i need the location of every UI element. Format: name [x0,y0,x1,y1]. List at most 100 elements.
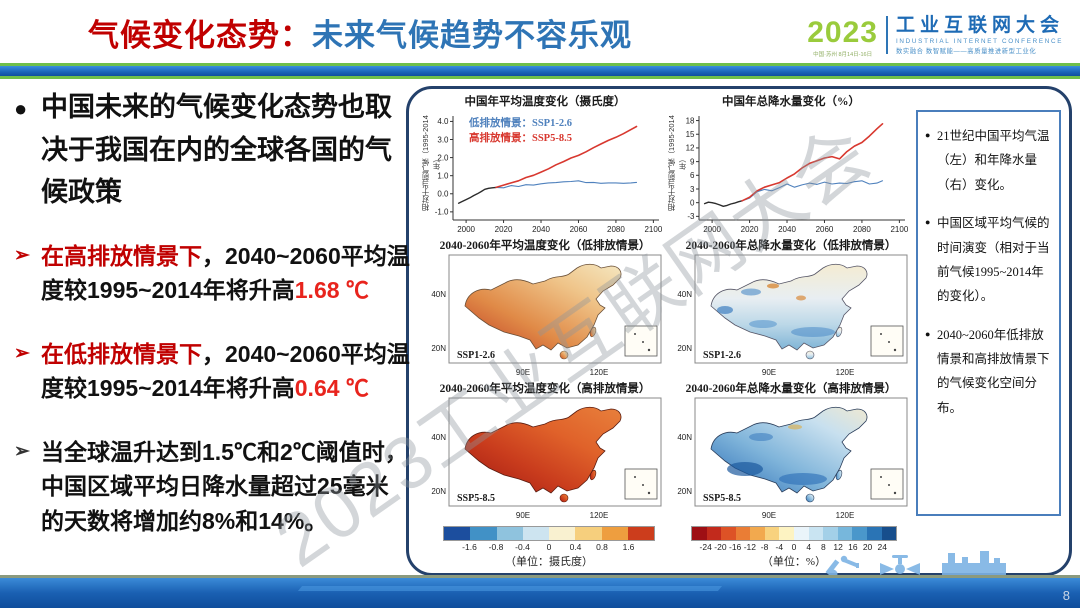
svg-text:2020: 2020 [741,225,759,234]
logo-name-cn: 工业互联网大会 [895,15,1064,36]
conference-logo: 2023 中国·苏州 8月14日-16日 工业互联网大会 INDUSTRIAL … [807,12,1064,58]
logo-year-caption: 中国·苏州 8月14日-16日 [813,52,873,58]
bullet-item: ➢ 在高排放情景下，2040~2060平均温度较1995~2014年将升高1.68… [14,239,410,308]
svg-text:20N: 20N [677,344,692,353]
map-title: 2040-2060年总降水量变化（低排放情景） [685,240,897,252]
svg-text:2020: 2020 [495,225,513,234]
svg-text:15: 15 [686,130,695,139]
svg-text:SSP1-2.6: SSP1-2.6 [703,350,741,361]
bullet-marker: ➢ [14,440,30,462]
svg-text:20N: 20N [431,344,446,353]
svg-text:12: 12 [686,144,695,153]
chart-temperature-trend: 中国年平均温度变化（摄氏度） 相对于当前气候（1995-2014年） -1.0 0… [421,95,667,237]
chart-ylabel: 相对于当前气候（1995-2014年） [667,115,687,211]
bullet-text: 在高排放情景下，2040~2060平均温度较1995~2014年将升高1.68 … [41,242,410,304]
map-precip-low-emission: 2040-2060年总降水量变化（低排放情景） 40N 20N 90E 120E [669,239,913,379]
svg-text:3: 3 [690,185,695,194]
bullet-item: ➢ 在低排放情景下，2040~2060平均温度较1995~2014年将升高0.64… [14,337,410,406]
svg-text:2000: 2000 [703,225,721,234]
svg-text:120E: 120E [836,511,855,520]
colorbar-temperature: -1.6 -0.8 -0.4 0 0.4 0.8 1.6 （单位：摄氏度） [443,526,655,568]
chart-title: 中国年总降水量变化（%） [722,96,860,108]
svg-text:2100: 2100 [890,225,908,234]
colorbar-unit: （单位：%） [761,556,827,568]
svg-text:0: 0 [690,198,695,207]
china-map-svg: 40N 20N 90E 120E SSP5-8.5 [677,397,908,520]
svg-text:90E: 90E [762,368,776,377]
svg-text:120E: 120E [590,511,609,520]
svg-text:40N: 40N [677,290,692,299]
chart-title: 中国年平均温度变化（摄氏度） [464,96,626,108]
svg-text:SSP5-8.5: SSP5-8.5 [703,493,741,504]
left-bullet-list: ● 中国未来的气候变化态势也取决于我国在内的全球各国的气候政策 ➢ 在高排放情景下，2… [14,86,410,538]
note-item: ● 2040~2060年低排放情景和高排放情景下的气候变化空间分布。 [925,327,1050,415]
bullet-text: 当全球温升达到1.5℃和2℃阈值时，中国区域平均日降水量超过25毫米的天数将增加… [41,438,408,534]
page-number: 8 [1062,588,1070,603]
header-separator [0,63,1080,79]
svg-text:90E: 90E [762,511,776,520]
map-title: 2040-2060年平均温度变化（高排放情景） [439,383,651,395]
chart-ylabel: 相对于当前气候（1995-2014年） [421,115,441,211]
svg-text:2100: 2100 [644,225,662,234]
colorbar-labels: -1.6 -0.8 -0.4 0 0.4 0.8 1.6 [462,542,635,552]
logo-name-en: INDUSTRIAL INTERNET CONFERENCE [895,37,1064,45]
china-outline [464,406,622,503]
svg-text:120E: 120E [836,368,855,377]
footer-streak [297,586,723,591]
separator-blue-bar [0,66,1080,76]
bullet-item: ● 中国未来的气候变化态势也取决于我国在内的全球各国的气候政策 [14,86,410,214]
map-precip-high-emission: 2040-2060年总降水量变化（高排放情景） 40N 20N 90E 120E [669,382,913,522]
line-chart-svg: -3 0 3 6 9 12 15 18 2000 2020 2040 2060 2080 2100 [686,116,909,234]
map-temp-low-emission: 2040-2060年平均温度变化（低排放情景） 40N 20N 90E 120E… [423,239,667,379]
logo-year-block: 2023 中国·苏州 8月14日-16日 [807,18,878,59]
bullet-marker: ➢ [14,244,30,266]
svg-text:2040: 2040 [532,225,550,234]
bullet-marker: ➢ [14,342,30,364]
notes-list: ● 21世纪中国平均气温（左）和年降水量（右）变化。 ● 中国区域平均气候的时间演变（… [925,124,1052,420]
china-outline [710,263,868,360]
svg-text:2080: 2080 [607,225,625,234]
svg-text:-1.0: -1.0 [435,208,449,217]
legend-item: 低排放情景：SSP1-2.6 [469,118,572,129]
map-title: 2040-2060年平均温度变化（低排放情景） [439,240,651,252]
svg-text:SSP5-8.5: SSP5-8.5 [457,493,495,504]
separator-green-top [0,63,1080,66]
svg-text:SSP1-2.6: SSP1-2.6 [457,350,495,361]
svg-text:2000: 2000 [457,225,475,234]
svg-text:40N: 40N [431,433,446,442]
chart-precipitation-trend: 中国年总降水量变化（%） 相对于当前气候（1995-2014年） -3 0 3 6 9 1… [667,95,913,237]
separator-green-bottom [0,76,1080,79]
line-chart-svg: -1.0 0.0 1.0 2.0 3.0 4.0 2000 2020 2040 2060 2080 2… [435,116,663,234]
china-outline [710,406,868,503]
page-title: 气候变化态势：未来气候趋势不容乐观 [88,10,632,55]
svg-text:120E: 120E [590,368,609,377]
svg-text:2040: 2040 [778,225,796,234]
logo-text-block: 工业互联网大会 INDUSTRIAL INTERNET CONFERENCE 数… [895,15,1064,55]
svg-text:9: 9 [690,157,695,166]
svg-text:18: 18 [686,116,695,125]
note-item: ● 21世纪中国平均气温（左）和年降水量（右）变化。 [925,129,1050,192]
svg-text:2060: 2060 [816,225,834,234]
china-outline [464,263,622,360]
svg-text:0.0: 0.0 [437,190,449,199]
svg-text:1.0: 1.0 [437,171,449,180]
svg-text:20N: 20N [677,487,692,496]
svg-text:3.0: 3.0 [437,135,449,144]
note-item: ● 中国区域平均气候的时间演变（相对于当前气候1995~2014年的变化）。 [925,216,1050,304]
colorbar-cells [691,526,897,541]
figure-panel: 中国年平均温度变化（摄氏度） 相对于当前气候（1995-2014年） -1.0 0… [406,86,1072,576]
bullet-item: ➢ 当全球温升达到1.5℃和2℃阈值时，中国区域平均日降水量超过25毫米的天数将增… [14,435,410,539]
svg-text:90E: 90E [516,368,530,377]
page-title-blue: 未来气候趋势不容乐观 [312,18,632,53]
svg-text:20N: 20N [431,487,446,496]
svg-text:2060: 2060 [570,225,588,234]
svg-text:-3: -3 [687,212,695,221]
legend-item: 高排放情景：SSP5-8.5 [469,132,572,144]
china-map-svg: 40N 20N 90E 120E SSP1-2.6 [677,254,908,377]
map-temp-high-emission: 2040-2060年平均温度变化（高排放情景） 40N 20N 90E 120E… [423,382,667,522]
svg-text:2080: 2080 [853,225,871,234]
china-map-svg: 40N 20N 90E 120E SSP5-8.5 [431,397,662,520]
chart1-legend: 低排放情景：SSP1-2.6 高排放情景：SSP5-8.5 [469,117,572,146]
logo-divider [885,16,888,54]
bullet-text: 在低排放情景下，2040~2060平均温度较1995~2014年将升高0.64 … [41,340,410,402]
